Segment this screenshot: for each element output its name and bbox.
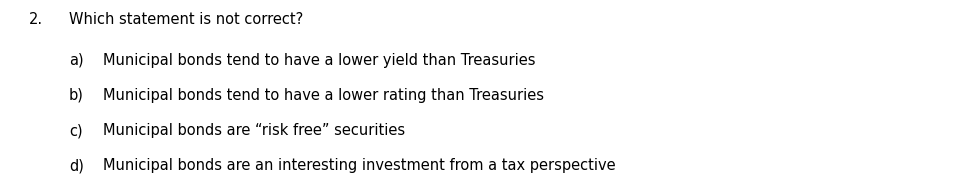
Text: Municipal bonds are “risk free” securities: Municipal bonds are “risk free” securiti… [103, 123, 405, 138]
Text: a): a) [69, 53, 83, 68]
Text: d): d) [69, 158, 84, 173]
Text: b): b) [69, 88, 84, 103]
Text: 2.: 2. [29, 12, 43, 27]
Text: Municipal bonds tend to have a lower yield than Treasuries: Municipal bonds tend to have a lower yie… [103, 53, 535, 68]
Text: Municipal bonds tend to have a lower rating than Treasuries: Municipal bonds tend to have a lower rat… [103, 88, 544, 103]
Text: c): c) [69, 123, 82, 138]
Text: Municipal bonds are an interesting investment from a tax perspective: Municipal bonds are an interesting inves… [103, 158, 616, 173]
Text: Which statement is not correct?: Which statement is not correct? [69, 12, 303, 27]
